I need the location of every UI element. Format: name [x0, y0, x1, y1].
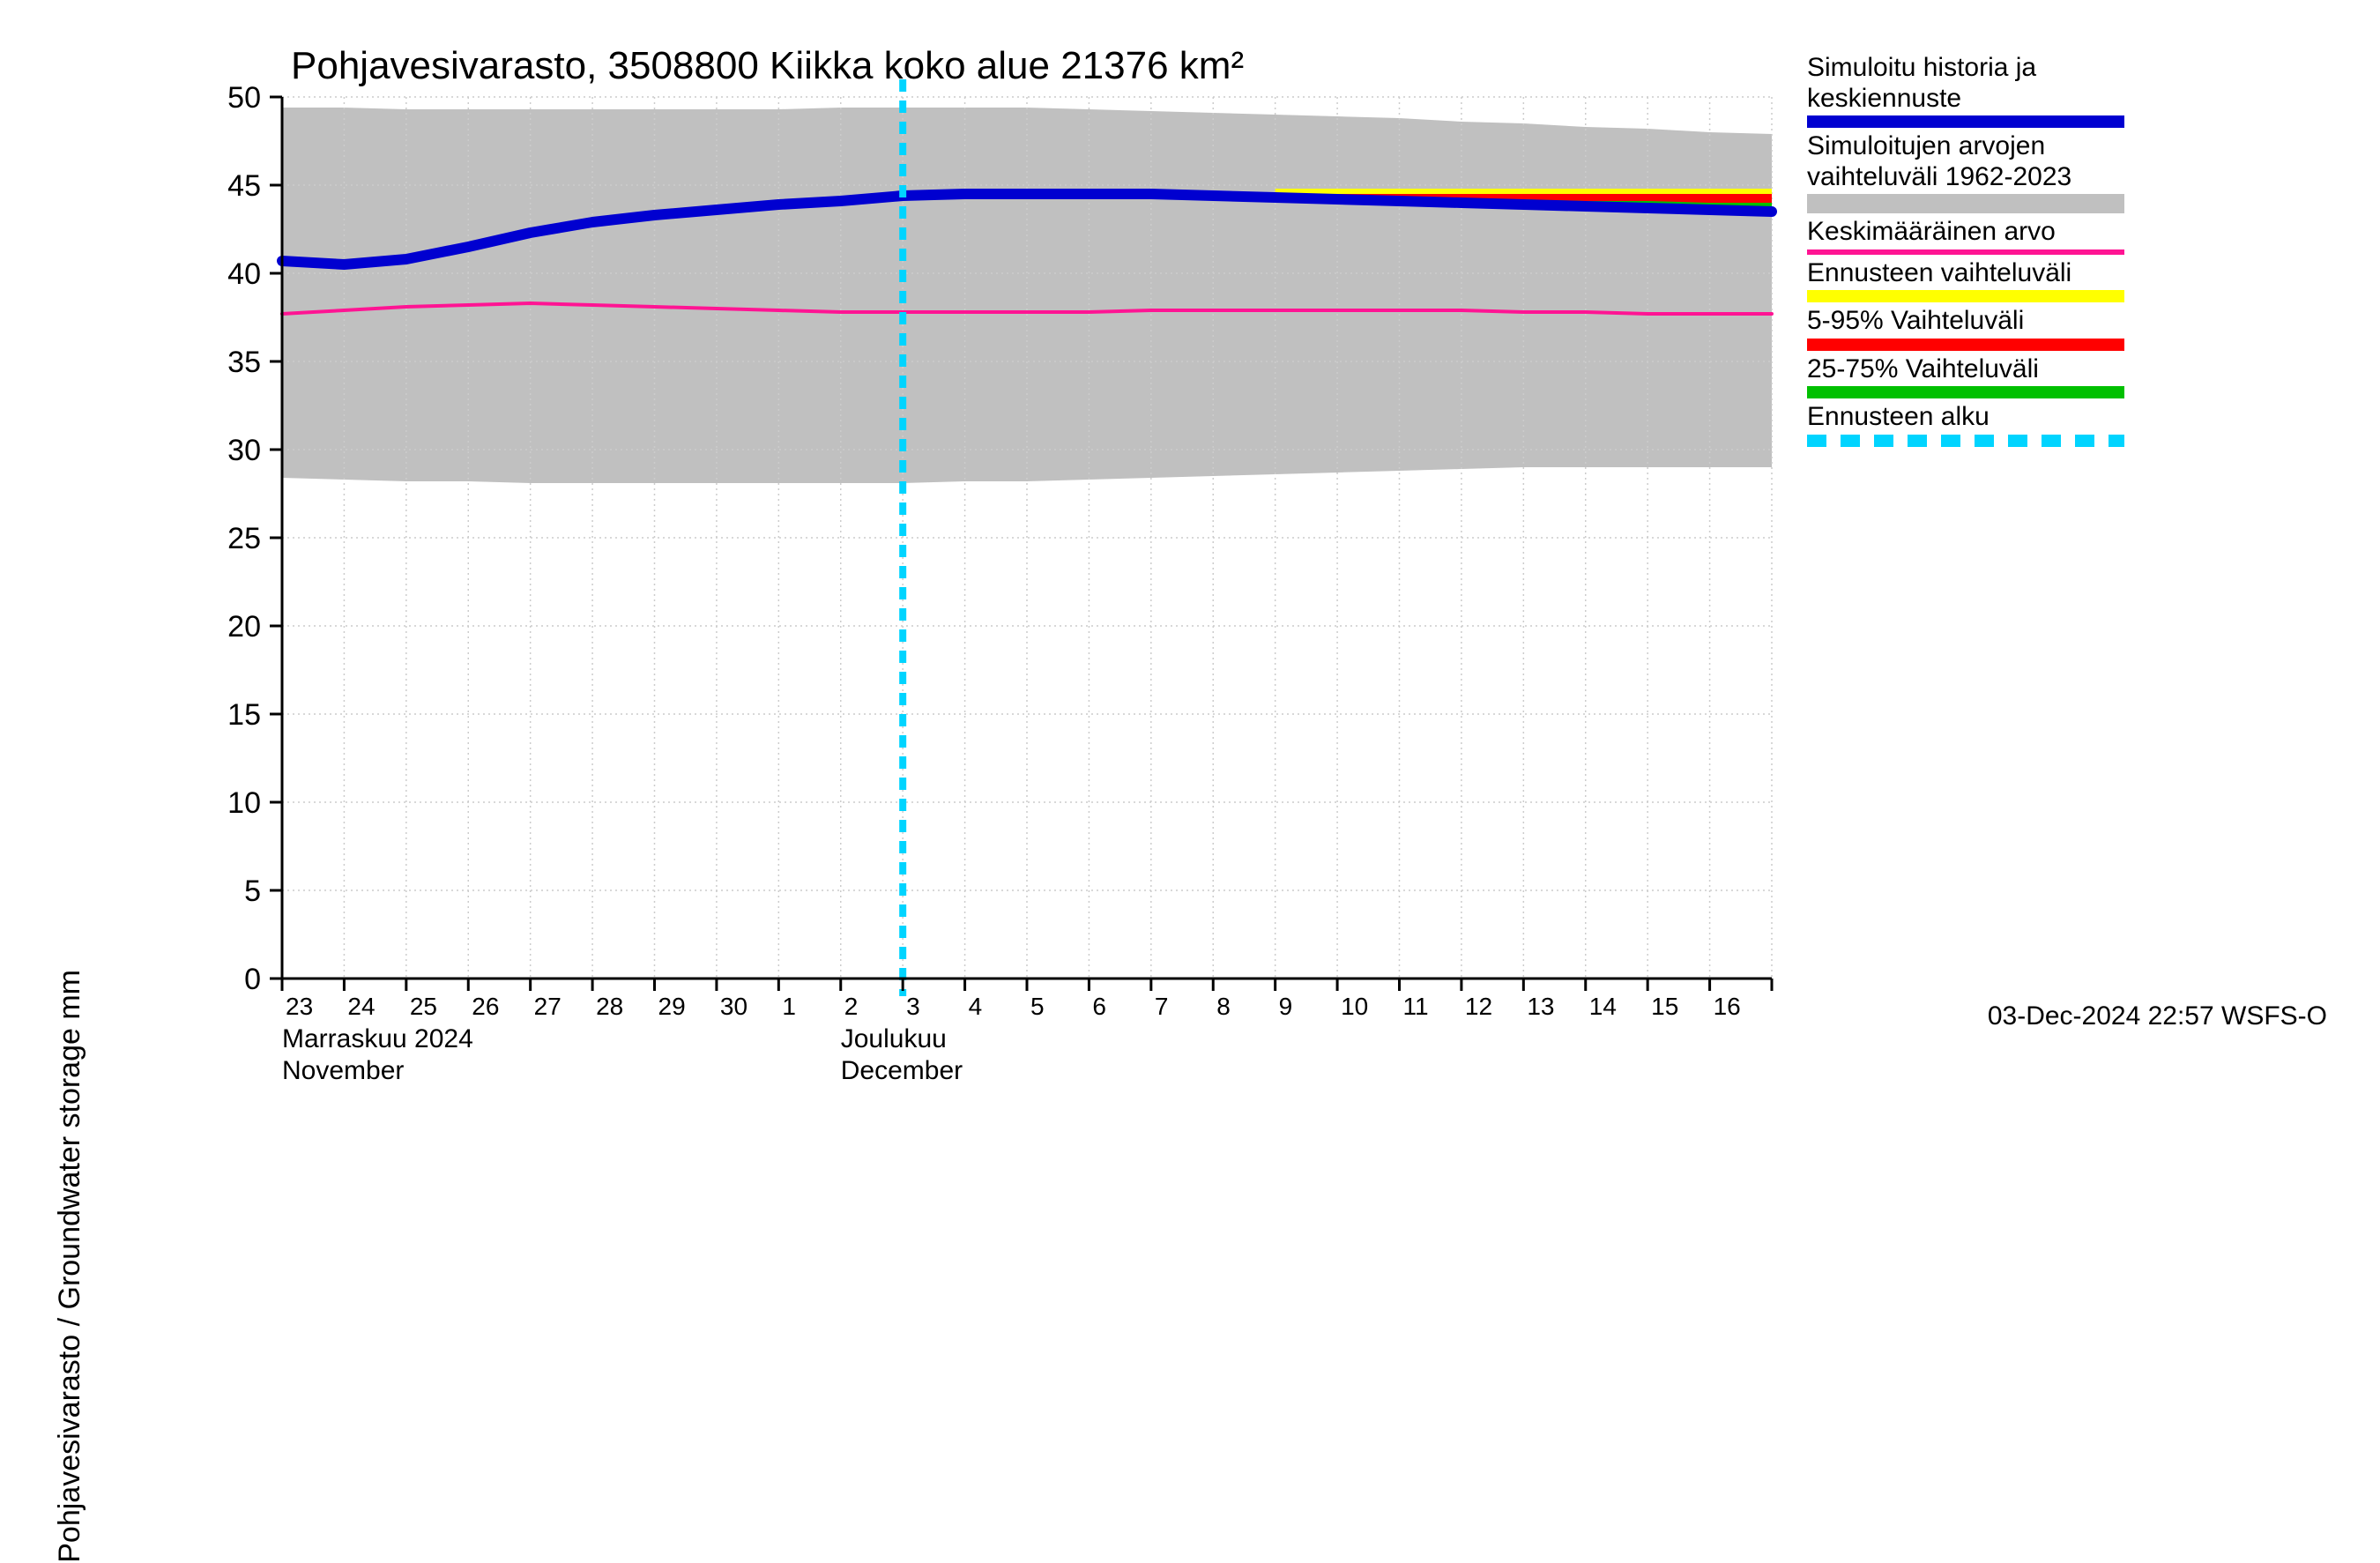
- legend-text: vaihteluväli 1962-2023: [1807, 162, 2124, 193]
- legend-text: Simuloitujen arvojen: [1807, 131, 2124, 162]
- timestamp: 03-Dec-2024 22:57 WSFS-O: [1988, 1001, 2327, 1031]
- x-tick: 6: [1092, 993, 1106, 1021]
- legend-text: 25-75% Vaihteluväli: [1807, 354, 2124, 385]
- y-tick: 0: [244, 963, 261, 997]
- legend-item: Simuloitujen arvojenvaihteluväli 1962-20…: [1807, 131, 2124, 213]
- x-tick: 16: [1714, 993, 1741, 1021]
- y-tick: 45: [227, 169, 261, 204]
- x-tick: 26: [472, 993, 499, 1021]
- x-tick: 3: [906, 993, 920, 1021]
- legend-swatch: [1807, 249, 2124, 255]
- x-tick: 9: [1279, 993, 1293, 1021]
- x-tick: 7: [1155, 993, 1169, 1021]
- x-tick: 14: [1589, 993, 1617, 1021]
- month-right-en: December: [841, 1056, 963, 1086]
- x-tick: 10: [1341, 993, 1368, 1021]
- x-tick: 25: [410, 993, 437, 1021]
- legend-item: Ennusteen vaihteluväli: [1807, 258, 2124, 303]
- y-tick: 40: [227, 257, 261, 292]
- legend-text: Simuloitu historia ja: [1807, 53, 2124, 84]
- legend: Simuloitu historia jakeskiennusteSimuloi…: [1807, 53, 2124, 450]
- y-tick: 5: [244, 875, 261, 909]
- y-tick: 30: [227, 434, 261, 468]
- month-right-fi: Joulukuu: [841, 1024, 947, 1054]
- month-left-fi: Marraskuu 2024: [282, 1024, 473, 1054]
- legend-item: Ennusteen alku: [1807, 402, 2124, 447]
- x-tick: 5: [1030, 993, 1045, 1021]
- legend-text: 5-95% Vaihteluväli: [1807, 306, 2124, 337]
- month-left-en: November: [282, 1056, 404, 1086]
- y-tick: 50: [227, 81, 261, 115]
- legend-swatch: [1807, 290, 2124, 302]
- x-tick: 24: [347, 993, 375, 1021]
- y-tick: 15: [227, 698, 261, 733]
- y-tick: 20: [227, 610, 261, 644]
- y-tick: 10: [227, 786, 261, 821]
- legend-swatch: [1807, 194, 2124, 213]
- chart-container: Pohjavesivarasto / Groundwater storage m…: [0, 0, 2380, 1058]
- x-tick: 4: [969, 993, 983, 1021]
- legend-item: Simuloitu historia jakeskiennuste: [1807, 53, 2124, 128]
- legend-item: Keskimääräinen arvo: [1807, 217, 2124, 255]
- x-tick: 12: [1465, 993, 1492, 1021]
- x-tick: 30: [720, 993, 747, 1021]
- y-tick: 35: [227, 346, 261, 380]
- y-tick: 25: [227, 522, 261, 556]
- legend-item: 5-95% Vaihteluväli: [1807, 306, 2124, 351]
- x-tick: 29: [658, 993, 686, 1021]
- legend-swatch: [1807, 386, 2124, 398]
- x-tick: 28: [596, 993, 623, 1021]
- legend-text: Ennusteen alku: [1807, 402, 2124, 433]
- y-axis-label: Pohjavesivarasto / Groundwater storage m…: [53, 970, 87, 1563]
- legend-swatch: [1807, 339, 2124, 351]
- legend-text: keskiennuste: [1807, 84, 2124, 115]
- legend-swatch: [1807, 115, 2124, 128]
- legend-swatch: [1807, 435, 2124, 447]
- x-tick: 15: [1651, 993, 1678, 1021]
- legend-text: Ennusteen vaihteluväli: [1807, 258, 2124, 289]
- legend-item: 25-75% Vaihteluväli: [1807, 354, 2124, 399]
- x-tick: 8: [1216, 993, 1231, 1021]
- x-tick: 2: [844, 993, 859, 1021]
- legend-text: Keskimääräinen arvo: [1807, 217, 2124, 248]
- x-tick: 11: [1403, 993, 1429, 1021]
- x-tick: 1: [782, 993, 796, 1021]
- x-tick: 23: [286, 993, 313, 1021]
- x-tick: 27: [534, 993, 562, 1021]
- x-tick: 13: [1527, 993, 1554, 1021]
